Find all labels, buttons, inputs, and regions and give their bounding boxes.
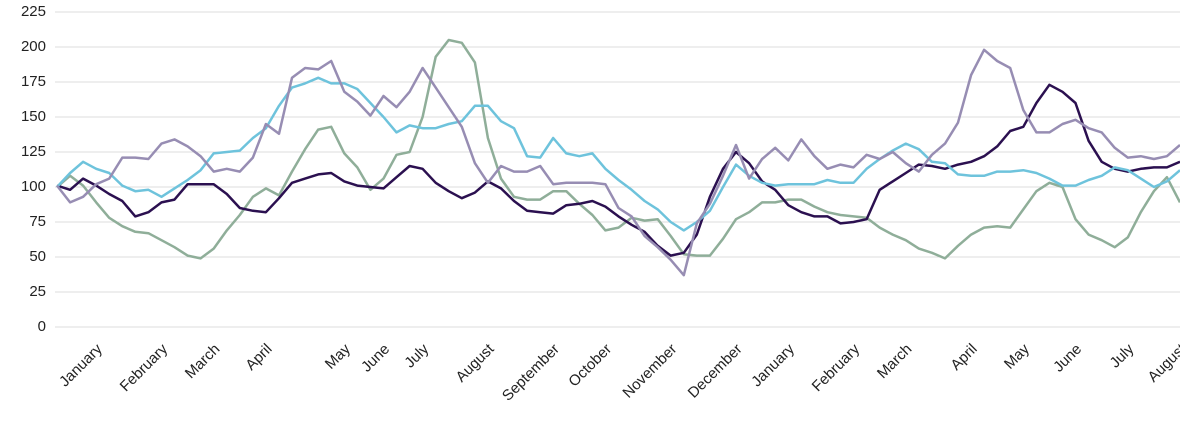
series-line [56,48,1180,277]
x-tick-label: January [748,340,798,390]
y-tick-label: 150 [21,108,46,125]
x-tick-label: June [1050,341,1085,376]
y-tick-label: 75 [29,213,46,230]
x-tick-label: May [1001,340,1033,372]
x-tick-label: July [401,340,432,371]
y-tick-label: 175 [21,73,46,90]
x-tick-label: May [322,340,354,372]
x-tick-label: April [242,341,275,374]
x-tick-label: August [1145,340,1180,386]
x-tick-label: September [499,341,563,405]
x-tick-label: March [874,341,915,382]
y-tick-label: 225 [21,3,46,20]
x-tick-label: February [809,340,864,395]
x-tick-label: March [182,341,223,382]
x-tick-label: February [117,340,172,395]
x-tick-label: January [56,340,106,390]
y-tick-label: 25 [29,283,46,300]
x-tick-label: June [358,341,393,376]
series-line [56,83,1180,257]
y-tick-label: 100 [21,178,46,195]
y-tick-label: 50 [29,248,46,265]
x-tick-label: April [947,341,980,374]
x-tick-label: October [565,341,615,391]
y-tick-label: 125 [21,143,46,160]
x-tick-label: August [453,340,499,386]
y-tick-label: 200 [21,38,46,55]
x-tick-label: November [619,341,680,402]
x-tick-label: December [685,341,746,402]
series-line [56,76,1180,232]
y-tick-label: 0 [38,318,46,335]
x-tick-label: July [1107,340,1138,371]
